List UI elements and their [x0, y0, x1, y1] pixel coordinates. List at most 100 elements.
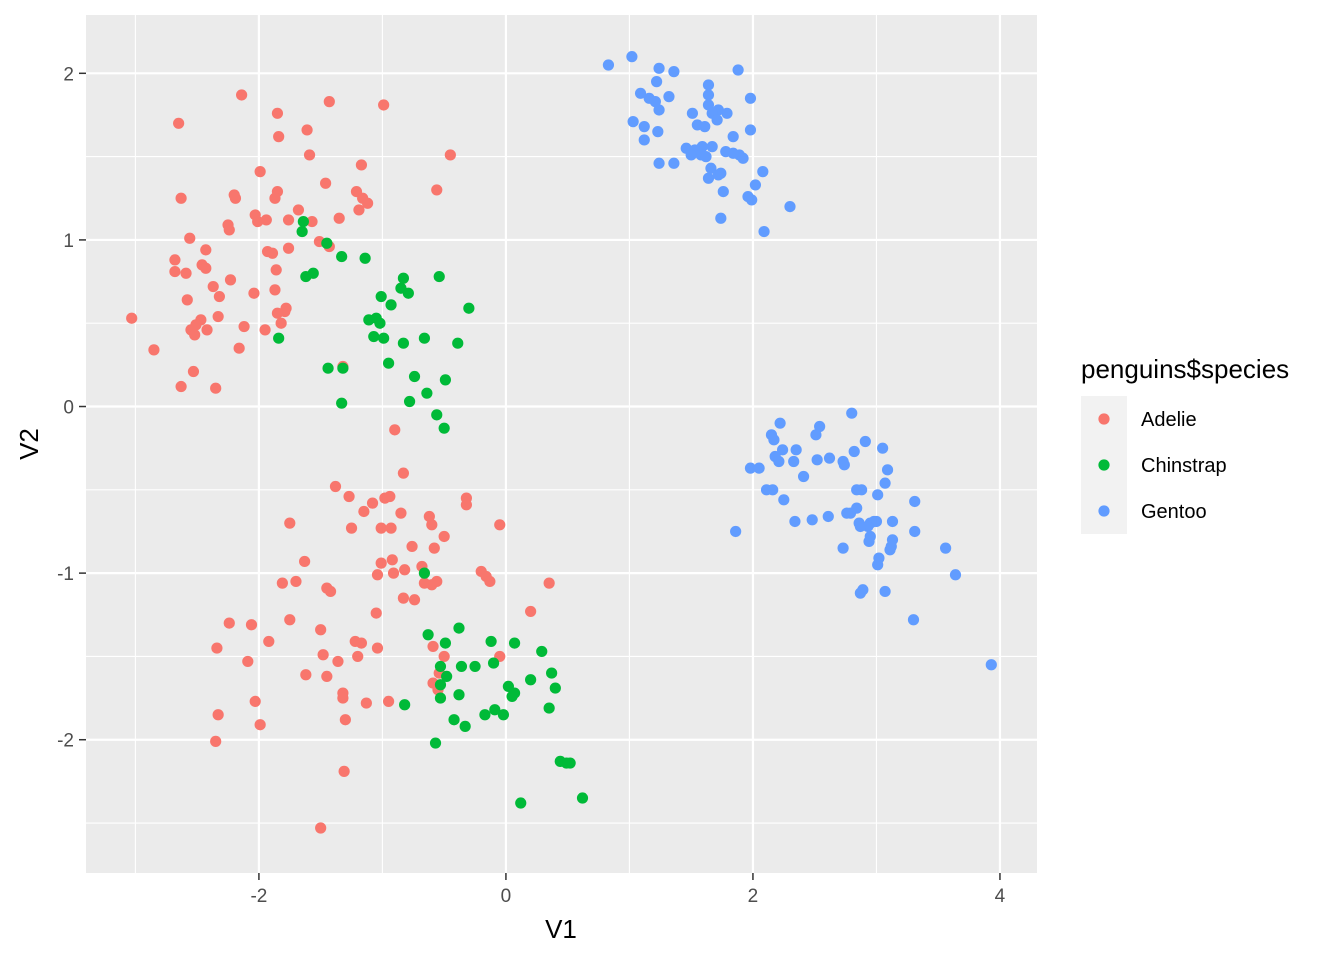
x-axis: -2 0 2 4	[250, 873, 1006, 907]
point-adelie	[338, 765, 350, 777]
point-gentoo	[638, 121, 650, 133]
point-adelie	[207, 280, 219, 293]
point-gentoo	[949, 569, 962, 581]
point-adelie	[175, 380, 187, 393]
point-gentoo	[702, 172, 715, 184]
point-gentoo	[778, 494, 790, 506]
y-axis: -2 -1 0 1 2	[57, 64, 86, 752]
point-adelie	[431, 184, 443, 196]
point-chinstrap	[546, 667, 558, 679]
point-chinstrap	[321, 237, 333, 249]
point-adelie	[333, 212, 345, 224]
point-adelie	[242, 655, 254, 668]
point-adelie	[223, 617, 235, 629]
point-adelie	[270, 264, 282, 276]
point-gentoo	[784, 200, 796, 213]
x-tick-label: 4	[995, 886, 1006, 907]
point-gentoo	[757, 166, 769, 178]
point-chinstrap	[438, 422, 450, 434]
point-chinstrap	[382, 357, 395, 369]
point-adelie	[271, 307, 284, 319]
point-gentoo	[872, 489, 884, 501]
point-adelie	[323, 96, 335, 108]
point-chinstrap	[508, 637, 521, 649]
point-gentoo	[773, 455, 785, 468]
point-gentoo	[668, 157, 680, 169]
point-gentoo	[663, 91, 675, 103]
point-adelie	[269, 284, 281, 296]
point-adelie	[321, 670, 333, 683]
point-gentoo	[872, 559, 884, 571]
point-gentoo	[730, 525, 742, 538]
point-adelie	[324, 585, 337, 598]
point-gentoo	[686, 107, 699, 119]
point-adelie	[320, 177, 332, 189]
point-adelie	[484, 575, 496, 588]
point-adelie	[223, 224, 235, 236]
legend-swatch-adelie	[1098, 413, 1110, 425]
point-adelie	[460, 499, 472, 511]
point-adelie	[438, 650, 450, 663]
point-adelie	[213, 290, 225, 303]
point-adelie	[254, 166, 266, 178]
legend-label: Gentoo	[1141, 501, 1207, 523]
point-chinstrap	[549, 682, 561, 694]
point-adelie	[284, 517, 296, 529]
point-gentoo	[810, 429, 822, 441]
point-adelie	[337, 692, 349, 704]
point-gentoo	[753, 462, 765, 474]
point-adelie	[263, 635, 275, 648]
point-gentoo	[854, 587, 866, 599]
point-adelie	[224, 274, 237, 286]
point-gentoo	[806, 514, 818, 526]
point-chinstrap	[408, 370, 421, 383]
point-gentoo	[732, 64, 744, 76]
point-adelie	[370, 607, 382, 619]
point-chinstrap	[506, 690, 518, 703]
point-adelie	[315, 822, 327, 834]
point-gentoo	[838, 459, 850, 471]
point-chinstrap	[485, 635, 497, 648]
point-gentoo	[985, 659, 997, 671]
point-adelie	[260, 214, 272, 226]
point-adelie	[427, 640, 439, 653]
point-adelie	[426, 519, 438, 531]
point-adelie	[375, 557, 387, 569]
point-adelie	[352, 650, 364, 663]
point-chinstrap	[402, 287, 414, 299]
point-chinstrap	[397, 272, 410, 284]
y-tick-label: 0	[63, 398, 74, 419]
point-chinstrap	[525, 674, 537, 686]
point-adelie	[406, 540, 418, 553]
point-gentoo	[702, 79, 715, 91]
point-gentoo	[814, 420, 826, 433]
point-adelie	[315, 624, 327, 636]
point-gentoo	[841, 507, 853, 519]
point-adelie	[212, 310, 224, 323]
point-adelie	[254, 719, 266, 731]
point-chinstrap	[455, 660, 468, 673]
point-chinstrap	[463, 302, 475, 314]
point-adelie	[299, 555, 311, 568]
point-adelie	[233, 342, 245, 354]
point-adelie	[245, 619, 258, 631]
y-tick-label: 1	[63, 231, 74, 252]
point-adelie	[379, 492, 391, 504]
point-gentoo	[797, 470, 810, 483]
point-adelie	[212, 709, 224, 721]
point-adelie	[386, 554, 398, 566]
point-chinstrap	[543, 702, 555, 714]
point-chinstrap	[422, 629, 434, 641]
point-chinstrap	[397, 337, 410, 349]
point-adelie	[438, 530, 450, 543]
point-chinstrap	[296, 225, 308, 238]
x-tick-label: -2	[250, 886, 267, 907]
point-adelie	[200, 244, 212, 256]
point-chinstrap	[322, 362, 334, 374]
point-chinstrap	[300, 270, 312, 283]
point-adelie	[387, 567, 400, 579]
point-adelie	[426, 579, 438, 591]
point-chinstrap	[439, 374, 452, 386]
point-gentoo	[702, 89, 715, 101]
point-adelie	[444, 149, 456, 161]
